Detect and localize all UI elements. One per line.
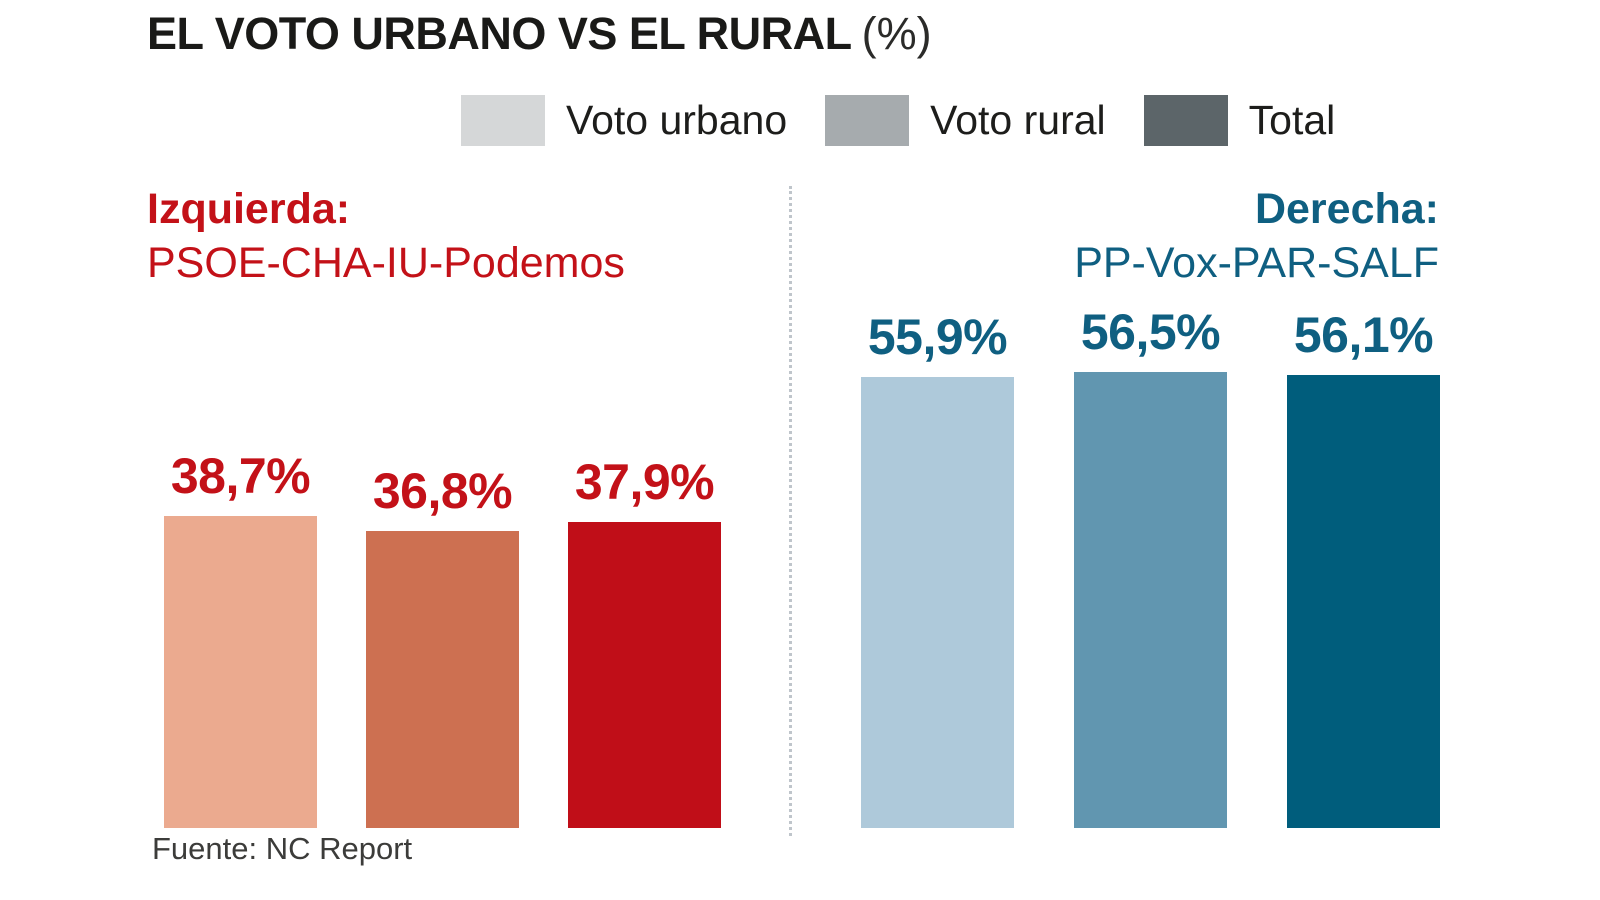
bar-rect [1074, 372, 1227, 828]
group-divider [789, 186, 792, 836]
legend-item-voto-urbano: Voto urbano [461, 95, 787, 146]
bar-izquierda--voto-urbano: 38,7% [164, 447, 317, 828]
legend-item-voto-rural: Voto rural [825, 95, 1106, 146]
chart-title: EL VOTO URBANO VS EL RURAL (%) [147, 8, 932, 60]
bar-value-label: 55,9% [867, 309, 1008, 365]
chart-title-unit: (%) [861, 8, 932, 59]
group-header-izquierda: Izquierda: PSOE-CHA-IU-Podemos [147, 182, 625, 290]
bar-rect [568, 522, 721, 828]
legend-swatch-voto-urbano [461, 95, 545, 146]
group-subtitle-derecha: PP-Vox-PAR-SALF [1074, 239, 1439, 287]
legend-label-voto-rural: Voto rural [930, 97, 1106, 143]
group-subtitle-izquierda: PSOE-CHA-IU-Podemos [147, 239, 625, 287]
group-header-derecha: Derecha: PP-Vox-PAR-SALF [1074, 182, 1439, 290]
legend-item-total: Total [1143, 95, 1336, 146]
bar-rect [164, 516, 317, 828]
bar-value-label: 36,8% [372, 463, 513, 519]
bar-value-label: 56,5% [1080, 304, 1221, 360]
bar-derecha--voto-urbano: 55,9% [861, 308, 1014, 828]
bar-value-label: 37,9% [574, 454, 715, 510]
legend-swatch-total [1143, 95, 1228, 146]
source-note: Fuente: NC Report [152, 831, 413, 866]
bar-value-label: 38,7% [170, 448, 311, 504]
group-name-derecha: Derecha: [1254, 185, 1439, 233]
bar-value-label: 56,1% [1293, 307, 1434, 363]
bar-rect [1287, 375, 1440, 828]
bar-derecha--total: 56,1% [1287, 306, 1440, 828]
bar-izquierda--total: 37,9% [568, 453, 721, 828]
group-name-izquierda: Izquierda: [147, 185, 351, 233]
bar-group-derecha: 55,9% 56,5% 56,1% [861, 303, 1440, 828]
bar-rect [366, 531, 519, 828]
legend-label-voto-urbano: Voto urbano [566, 97, 788, 143]
bar-rect [861, 377, 1014, 828]
legend-swatch-voto-rural [825, 95, 910, 146]
legend-label-total: Total [1248, 97, 1336, 143]
bar-izquierda--voto-rural: 36,8% [366, 462, 519, 828]
chart-title-text: EL VOTO URBANO VS EL RURAL [147, 8, 852, 59]
bar-derecha--voto-rural: 56,5% [1074, 303, 1227, 828]
bar-group-izquierda: 38,7% 36,8% 37,9% [164, 447, 721, 828]
legend: Voto urbano Voto rural Total [461, 95, 1335, 146]
